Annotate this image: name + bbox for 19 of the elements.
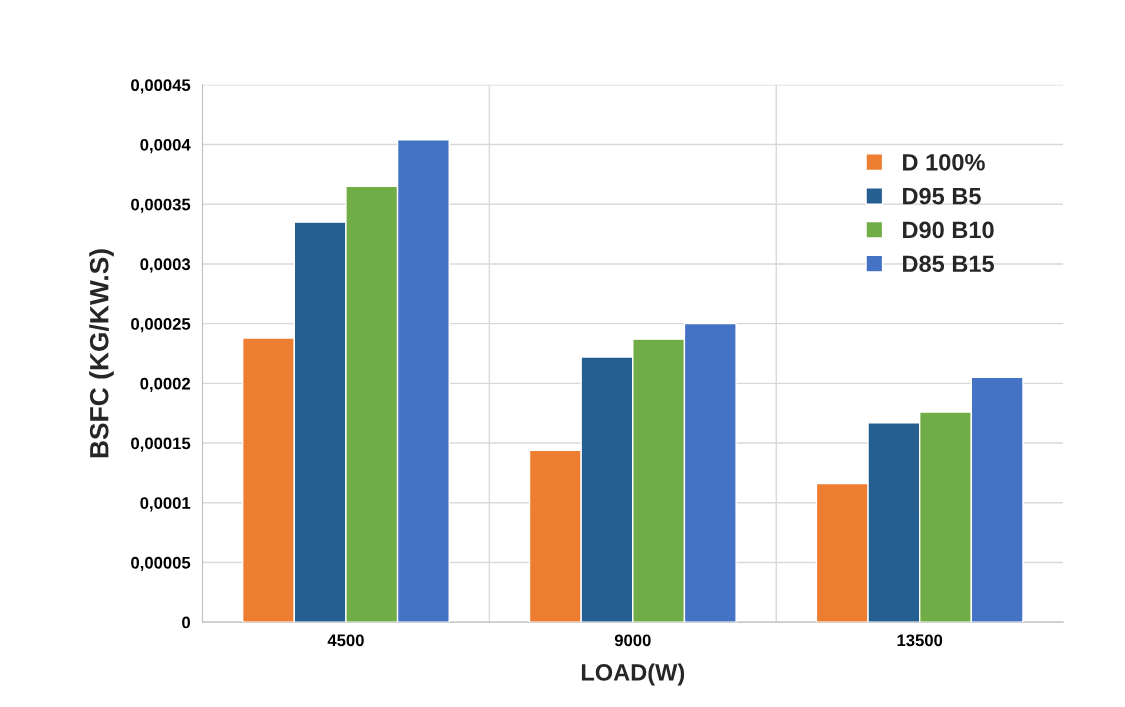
y-tick-label: 0,00025 (131, 318, 191, 333)
legend-label: D95 B5 (903, 187, 981, 205)
y-tick-label: 0,0003 (140, 258, 191, 273)
x-axis-title: LOAD(W) (581, 663, 685, 686)
y-tick-label: 0,0002 (140, 377, 191, 392)
y-tick-label: 0,00035 (131, 198, 191, 213)
y-axis-title: BSFC (KG/KW.S) (89, 249, 114, 458)
y-tick-label: 0,00005 (131, 556, 191, 572)
legend-label: D85 B15 (903, 255, 994, 273)
x-tick-label: 4500 (327, 634, 364, 647)
x-tick-label: 9000 (614, 634, 651, 647)
legend-label: D 100% (903, 153, 985, 171)
y-tick-label: 0,0004 (140, 138, 191, 154)
x-tick-label: 13500 (897, 634, 943, 647)
y-tick-label: 0,00015 (131, 437, 191, 452)
y-tick-label: 0,0001 (140, 497, 191, 512)
y-tick-label: 0 (182, 616, 191, 629)
y-tick-label: 0,00045 (131, 79, 191, 94)
legend-label: D90 B10 (903, 221, 994, 239)
